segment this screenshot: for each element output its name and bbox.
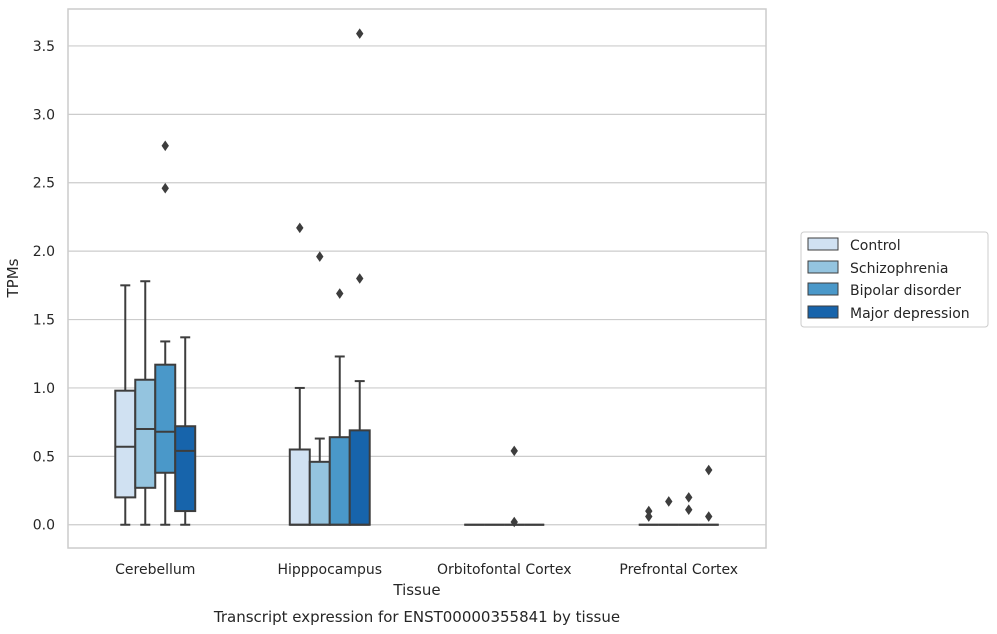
legend: Control Schizophrenia Bipolar disorder M… <box>800 231 989 328</box>
y-tick-label: 3.5 <box>33 39 55 55</box>
x-tick-label: Hipppocampus <box>277 562 382 578</box>
outlier-point <box>510 445 518 457</box>
y-tick-label: 2.5 <box>33 176 55 192</box>
x-tick-label: Orbitofontal Cortex <box>437 562 572 578</box>
legend-swatch-control <box>807 237 839 251</box>
box-bipolar-disorder <box>328 288 351 526</box>
box-series <box>114 28 719 528</box>
y-tick-label: 2.0 <box>33 244 55 260</box>
legend-frame <box>800 231 989 328</box>
box-control <box>288 222 311 526</box>
x-tick-label: Prefrontal Cortex <box>619 562 738 578</box>
y-tick-labels: 0.0 0.5 1.0 1.5 2.0 2.5 3.0 3.5 <box>33 39 55 534</box>
box-schizophrenia <box>658 496 679 526</box>
box-iqr <box>134 378 157 489</box>
x-tick-labels: Cerebellum Hipppocampus Orbitofontal Corte… <box>115 562 738 578</box>
outlier-point <box>665 496 673 507</box>
legend-label-major-depression: Major depression <box>850 306 970 322</box>
box-major-depression <box>698 464 719 526</box>
outlier-point <box>705 464 713 476</box>
box-iqr <box>308 460 331 526</box>
y-tick-label: 0.5 <box>33 449 55 465</box>
x-tick-label: Cerebellum <box>115 562 195 578</box>
outlier-point <box>645 505 653 517</box>
outlier-point <box>685 504 693 515</box>
box-bipolar-disorder <box>154 140 177 526</box>
box-control <box>638 505 659 526</box>
x-axis-label: Tissue <box>392 581 440 599</box>
box-major-depression <box>174 336 197 526</box>
legend-swatch-major-depression <box>807 305 839 319</box>
outlier-point <box>161 140 169 152</box>
box-bipolar-disorder <box>504 445 525 528</box>
outlier-point <box>296 222 304 234</box>
box-iqr <box>288 448 311 526</box>
box-schizophrenia <box>134 280 157 526</box>
y-tick-label: 0.0 <box>33 518 55 534</box>
outlier-point <box>161 182 169 194</box>
outlier-point <box>336 288 344 299</box>
box-bipolar-disorder <box>678 492 699 526</box>
box-iqr <box>174 425 197 513</box>
box-iqr <box>348 429 371 526</box>
box-control <box>114 284 137 526</box>
outlier-point <box>645 511 653 522</box>
y-axis-label: TPMs <box>4 258 22 298</box>
plot-area-frame <box>67 8 767 549</box>
legend-label-schizophrenia: Schizophrenia <box>850 261 948 277</box>
legend-swatch-schizophrenia <box>807 260 839 274</box>
y-tick-label: 1.0 <box>33 381 55 397</box>
legend-swatch-bipolar-disorder <box>807 282 839 296</box>
y-tick-label: 3.0 <box>33 107 55 123</box>
outlier-point <box>705 511 713 522</box>
outlier-point <box>316 251 324 262</box>
box-major-depression <box>348 28 371 526</box>
legend-label-control: Control <box>850 238 901 254</box>
outlier-point <box>356 273 364 284</box>
outlier-point <box>685 492 693 503</box>
legend-label-bipolar-disorder: Bipolar disorder <box>850 283 961 299</box>
outlier-point <box>510 516 518 528</box>
outlier-point <box>356 28 364 39</box>
chart-title: Transcript expression for ENST0000035584… <box>213 608 620 626</box>
box-schizophrenia <box>308 251 331 526</box>
box-iqr <box>154 363 177 474</box>
box-iqr <box>114 389 137 499</box>
box-iqr <box>328 436 351 526</box>
y-tick-label: 1.5 <box>33 313 55 329</box>
